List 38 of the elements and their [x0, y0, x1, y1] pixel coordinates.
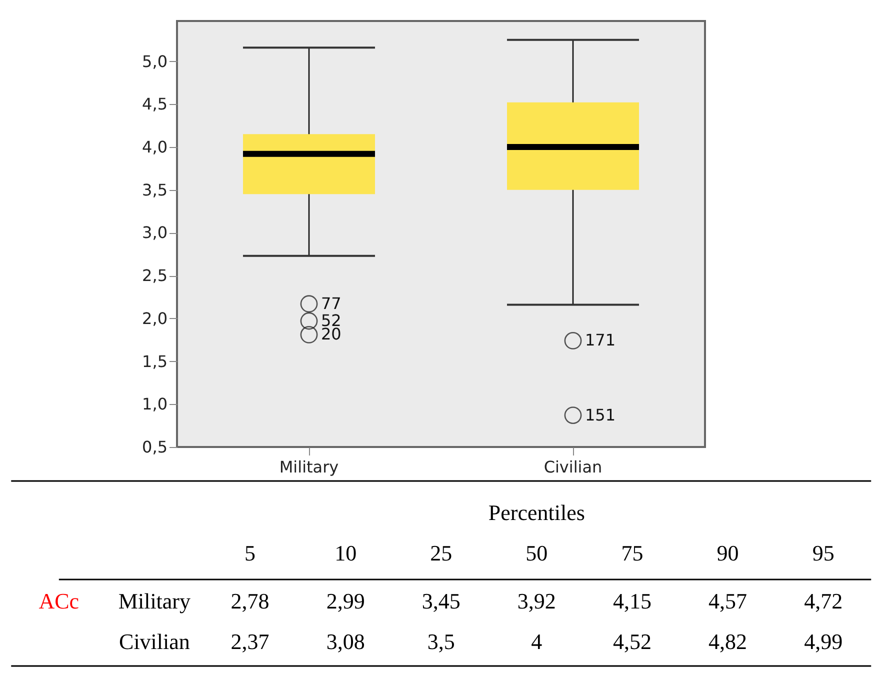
annotation: 151	[585, 405, 616, 424]
text: 2,37	[230, 628, 270, 654]
annotation: 171	[585, 330, 616, 350]
category-label: 95	[812, 540, 834, 566]
category-label: 90	[716, 540, 739, 566]
category-label: 25	[430, 540, 452, 566]
text: 3,08	[326, 628, 365, 654]
text: Percentiles	[488, 500, 585, 526]
category-label: 75	[621, 540, 644, 566]
category-label: Military	[118, 588, 191, 614]
text: 3,92	[517, 588, 556, 614]
text: 2,99	[326, 588, 365, 614]
y-tick-label: 3,5	[142, 180, 168, 200]
y-tick-label: 3,0	[142, 223, 168, 242]
y-tick-label: 4,0	[142, 138, 168, 156]
text: 4	[531, 628, 542, 654]
text: 4,15	[612, 588, 652, 614]
category-label: Civilian	[119, 628, 190, 654]
y-tick-label: 4,5	[142, 94, 168, 114]
y-tick-label: 2,0	[142, 308, 168, 328]
y-tick-label: 0,5	[142, 438, 168, 456]
category-label: 50	[526, 540, 548, 566]
y-tick-label: 1,5	[142, 352, 168, 371]
text: 3,5	[427, 628, 455, 654]
annotation: 77	[321, 294, 342, 313]
y-tick-label: 1,0	[142, 394, 168, 414]
text: 3,45	[422, 588, 460, 614]
category-label: 10	[334, 540, 357, 566]
text: 4,82	[708, 628, 748, 654]
text: 4,72	[804, 588, 843, 614]
text: 2,78	[230, 588, 270, 614]
text: 4,99	[804, 628, 843, 654]
y-tick-label: 5,0	[142, 52, 168, 71]
category-label: 5	[244, 540, 256, 566]
text: 4,52	[612, 628, 652, 654]
y-tick-label: 2,5	[142, 266, 168, 286]
text: 4,57	[708, 588, 748, 614]
text: ACc	[38, 588, 80, 614]
